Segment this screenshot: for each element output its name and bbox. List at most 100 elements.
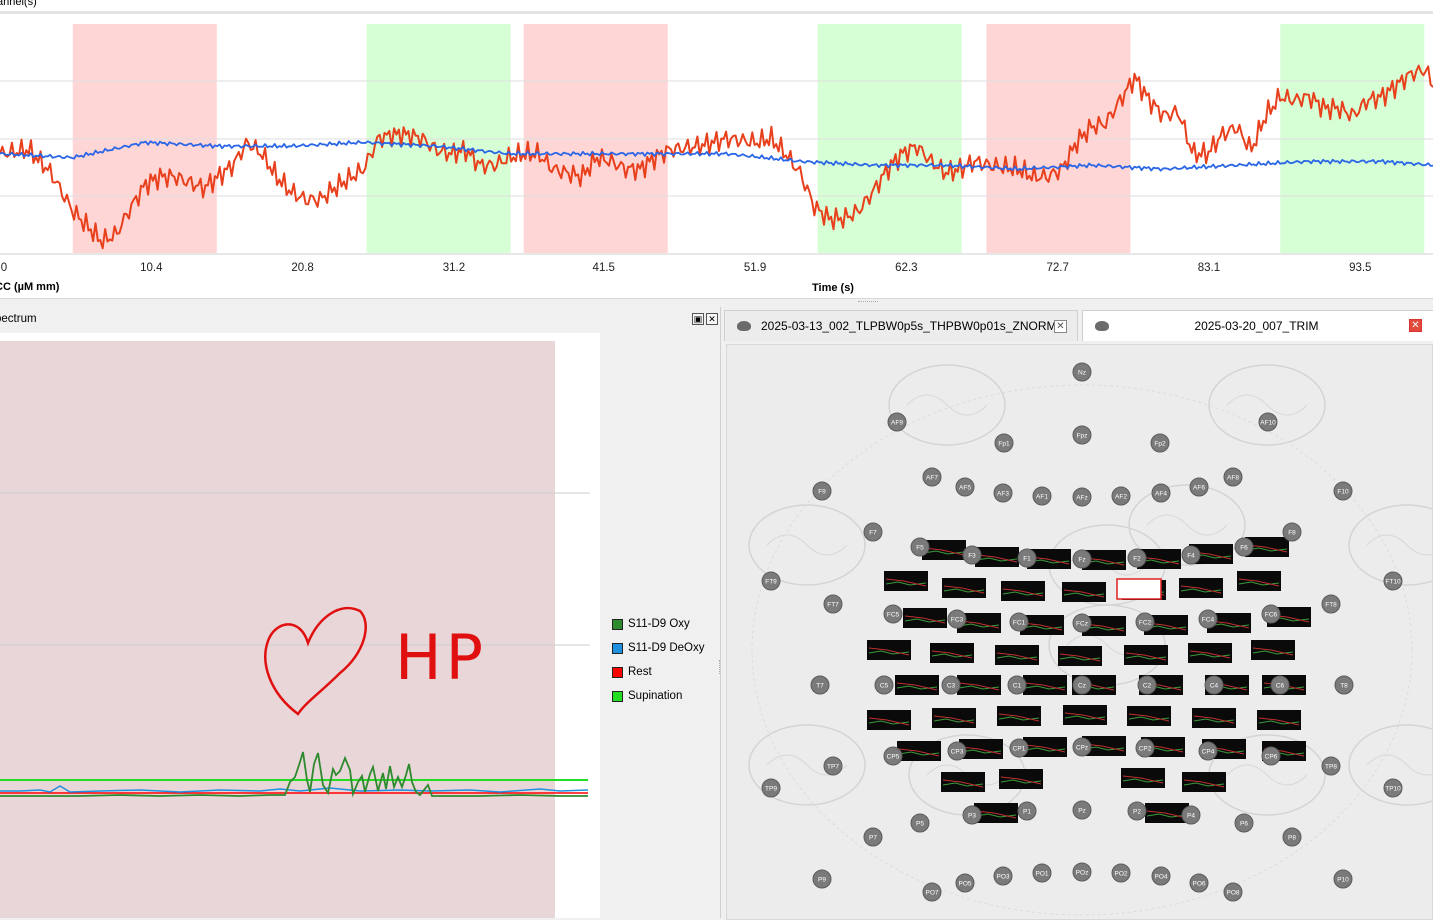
electrode-cp6[interactable] [1261,746,1281,766]
electrode-p10[interactable] [1333,869,1353,889]
electrode-cp5[interactable] [883,746,903,766]
electrode-cp2[interactable] [1135,738,1155,758]
electrode-fcz[interactable] [1072,613,1092,633]
electrode-label: AF9 [891,420,903,427]
electrode-cpz[interactable] [1072,737,1092,757]
electrode-ft9[interactable] [761,571,781,591]
electrode-p2[interactable] [1127,801,1147,821]
electrode-afz[interactable] [1072,487,1092,507]
electrode-po1[interactable] [1032,863,1052,883]
electrode-c1[interactable] [1007,675,1027,695]
electrode-af8[interactable] [1223,467,1243,487]
electrode-af4[interactable] [1151,483,1171,503]
electrode-po8[interactable] [1223,882,1243,902]
electrode-f6[interactable] [1234,537,1254,557]
electrode-p8[interactable] [1282,827,1302,847]
electrode-t8[interactable] [1334,675,1354,695]
electrode-nz[interactable] [1072,362,1092,382]
electrode-f9[interactable] [812,481,832,501]
electrode-label: F4 [1187,553,1195,560]
electrode-po7[interactable] [922,882,942,902]
electrode-af5[interactable] [955,477,975,497]
electrode-p1[interactable] [1017,801,1037,821]
electrode-fc6[interactable] [1261,604,1281,624]
electrode-af2[interactable] [1111,486,1131,506]
electrode-tp10[interactable] [1383,778,1403,798]
electrode-fc5[interactable] [883,604,903,624]
electrode-po3[interactable] [993,866,1013,886]
float-icon[interactable]: ▣ [692,313,704,325]
splitter-grip[interactable] [858,301,878,304]
electrode-poz[interactable] [1072,862,1092,882]
electrode-p7[interactable] [863,827,883,847]
electrode-af1[interactable] [1032,486,1052,506]
electrode-cp1[interactable] [1009,738,1029,758]
electrode-p3[interactable] [962,805,982,825]
electrode-fp2[interactable] [1150,433,1170,453]
horizontal-splitter[interactable] [0,298,1433,305]
electrode-po2[interactable] [1111,863,1131,883]
electrode-f5[interactable] [910,537,930,557]
electrode-c4[interactable] [1204,675,1224,695]
electrode-c2[interactable] [1137,675,1157,695]
mini-deoxy-trace [1024,744,1066,753]
electrode-cz[interactable] [1072,675,1092,695]
electrode-pz[interactable] [1072,800,1092,820]
tab-2025-03-13[interactable]: 2025-03-13_002_TLPBW0p5s_THPBW0p01s_ZNOR… [724,310,1078,341]
montage-view[interactable]: Nz AF9 Fp1 Fpz Fp2 AF10 AF7 AF5 AF3 AF1 AFz AF2 AF4 A… [726,344,1433,920]
electrode-fpz[interactable] [1072,425,1092,445]
mini-deoxy-trace [1059,653,1101,662]
electrode-af7[interactable] [922,467,942,487]
electrode-montage[interactable]: Nz AF9 Fp1 Fpz Fp2 AF10 AF7 AF5 AF3 AF1 AFz AF2 AF4 A… [727,345,1432,919]
close-icon[interactable]: ✕ [1409,319,1422,332]
electrode-c5[interactable] [874,675,894,695]
electrode-f3[interactable] [962,545,982,565]
electrode-t7[interactable] [810,675,830,695]
close-icon[interactable]: ✕ [706,313,718,325]
close-icon[interactable]: ✕ [1054,320,1067,333]
electrode-f2[interactable] [1127,548,1147,568]
electrode-f8[interactable] [1282,522,1302,542]
electrode-c3[interactable] [941,675,961,695]
electrode-p9[interactable] [812,869,832,889]
electrode-c6[interactable] [1270,675,1290,695]
electrode-f10[interactable] [1333,481,1353,501]
electrode-fz[interactable] [1072,549,1092,569]
electrode-tp8[interactable] [1321,756,1341,776]
electrode-p4[interactable] [1181,805,1201,825]
electrode-f1[interactable] [1017,548,1037,568]
electrode-ft8[interactable] [1321,594,1341,614]
tab-2025-03-20[interactable]: 2025-03-20_007_TRIM ✕ [1082,310,1433,341]
electrode-p5[interactable] [910,813,930,833]
electrode-label: FC5 [887,612,900,619]
electrode-cp3[interactable] [947,741,967,761]
electrode-f4[interactable] [1181,545,1201,565]
electrode-fc1[interactable] [1009,612,1029,632]
electrode-fc2[interactable] [1135,612,1155,632]
electrode-fc4[interactable] [1198,609,1218,629]
mini-deoxy-trace [1002,588,1044,597]
electrode-tp7[interactable] [823,756,843,776]
electrode-p6[interactable] [1234,813,1254,833]
electrode-ft10[interactable] [1383,571,1403,591]
selected-channel-box[interactable] [1116,578,1162,600]
electrode-po4[interactable] [1151,866,1171,886]
electrode-po6[interactable] [1189,873,1209,893]
electrode-fp1[interactable] [994,433,1014,453]
time-series-chart[interactable]: 0 10.4 20.8 31.2 41.5 51.9 62.3 72.7 83.1 93.5 [0,0,1433,298]
electrode-f7[interactable] [863,522,883,542]
mini-deoxy-trace [975,810,1017,819]
brain-icon [737,321,751,331]
vertical-splitter-grip[interactable] [719,660,722,674]
electrode-label: Pz [1078,808,1086,815]
electrode-af6[interactable] [1189,477,1209,497]
spectrum-plot[interactable] [0,333,600,918]
electrode-tp9[interactable] [761,778,781,798]
electrode-af10[interactable] [1258,412,1278,432]
electrode-af9[interactable] [887,412,907,432]
electrode-af3[interactable] [993,483,1013,503]
electrode-ft7[interactable] [823,594,843,614]
electrode-fc3[interactable] [947,609,967,629]
electrode-cp4[interactable] [1198,741,1218,761]
electrode-po5[interactable] [955,873,975,893]
